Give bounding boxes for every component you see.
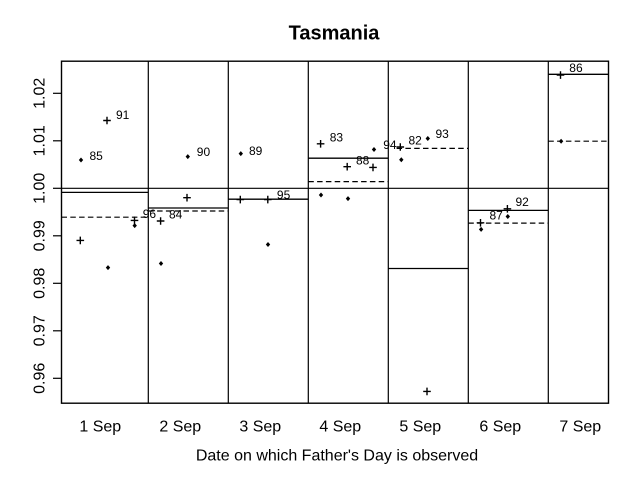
svg-text:91: 91 [116,108,130,122]
svg-text:85: 85 [90,149,104,163]
svg-text:93: 93 [436,127,450,141]
svg-text:0.96: 0.96 [32,363,49,394]
svg-text:87: 87 [490,208,504,222]
svg-text:4 Sep: 4 Sep [319,419,361,436]
svg-text:95: 95 [277,188,291,202]
svg-text:0.98: 0.98 [32,268,49,299]
svg-text:2 Sep: 2 Sep [159,419,201,436]
svg-text:83: 83 [330,131,344,145]
svg-text:0.99: 0.99 [32,220,49,251]
svg-text:7 Sep: 7 Sep [559,419,601,436]
svg-text:1 Sep: 1 Sep [79,419,121,436]
svg-text:89: 89 [249,144,263,158]
svg-text:90: 90 [197,145,211,159]
svg-text:84: 84 [169,207,183,221]
svg-text:1.00: 1.00 [32,173,49,204]
svg-text:96: 96 [143,207,157,221]
svg-text:86: 86 [569,61,583,75]
svg-text:82: 82 [409,134,423,148]
svg-text:6 Sep: 6 Sep [479,419,521,436]
svg-text:88: 88 [356,153,370,167]
svg-text:94: 94 [383,138,397,152]
svg-text:Tasmania: Tasmania [289,23,381,45]
svg-text:92: 92 [516,195,530,209]
svg-text:Date on which Father's Day is: Date on which Father's Day is observed [196,448,478,465]
svg-text:3 Sep: 3 Sep [239,419,281,436]
svg-text:5 Sep: 5 Sep [399,419,441,436]
svg-text:1.02: 1.02 [32,78,49,109]
svg-text:0.97: 0.97 [32,315,49,346]
svg-text:1.01: 1.01 [32,125,49,156]
